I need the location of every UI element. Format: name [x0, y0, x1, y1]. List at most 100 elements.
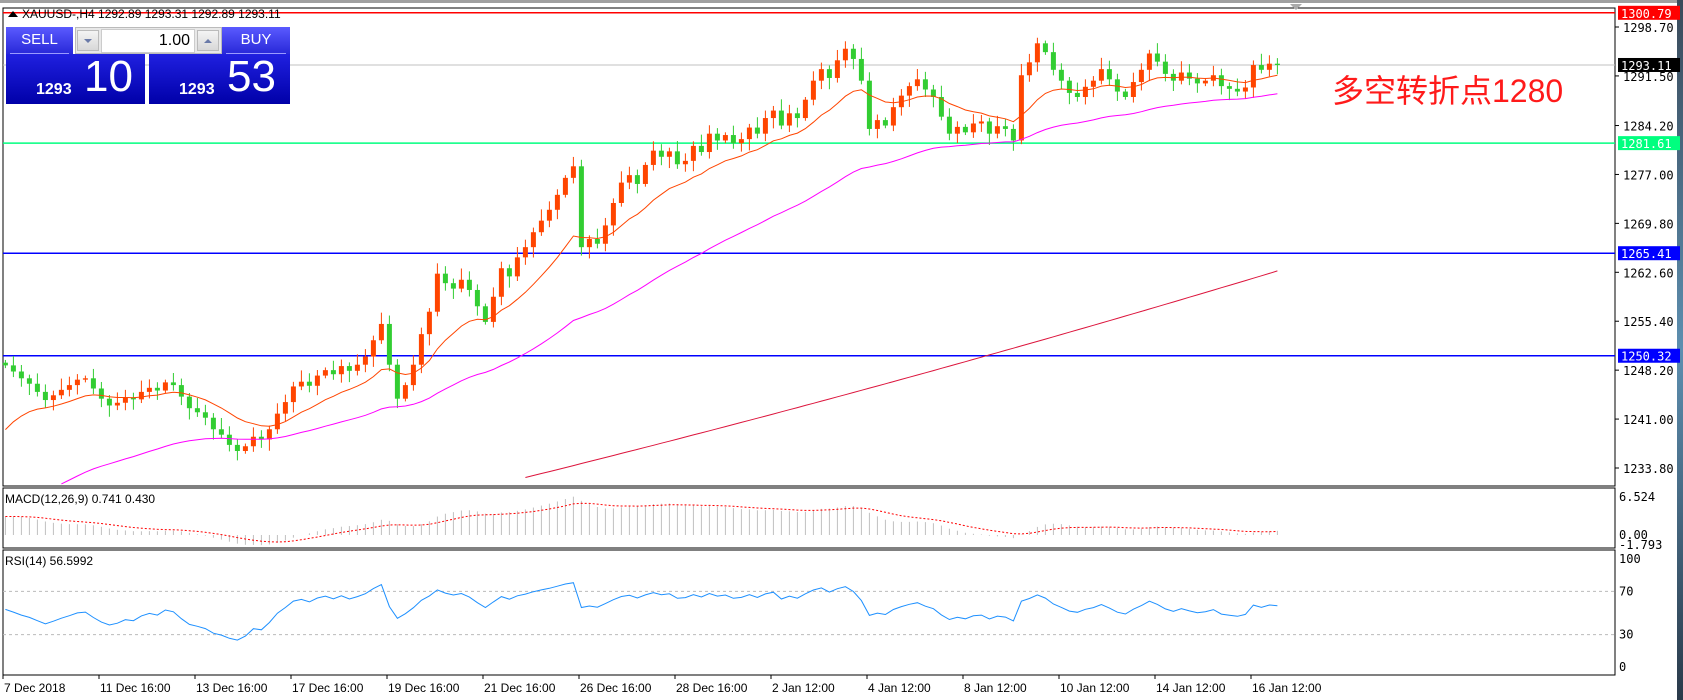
- price-label-box: [1618, 246, 1680, 261]
- rsi-tick-label: 30: [1619, 628, 1633, 642]
- candle-bull: [522, 247, 528, 258]
- macd-tick-label: -1.793: [1619, 538, 1662, 552]
- lot-decrease-button[interactable]: [77, 30, 99, 51]
- candle-bull: [250, 436, 256, 447]
- candle-bear: [1234, 88, 1240, 92]
- candle-bear: [1114, 79, 1120, 92]
- time-label: 17 Dec 16:00: [292, 681, 364, 695]
- candle-bear: [26, 378, 32, 384]
- ma-slow-line: [525, 270, 1278, 478]
- sell-button[interactable]: SELL: [6, 27, 73, 54]
- candle-bull: [570, 166, 576, 178]
- candle-bull: [410, 364, 416, 386]
- candle-bull: [818, 69, 824, 81]
- price-tick-label: 1255.40: [1623, 315, 1674, 329]
- candle-bull: [706, 133, 712, 153]
- buy-price-box[interactable]: 1293 53: [149, 52, 290, 104]
- candle-bear: [1274, 63, 1280, 65]
- candle-bull: [314, 375, 320, 386]
- candle-bear: [1154, 53, 1160, 62]
- candle-bear: [346, 366, 352, 371]
- candle-bear: [34, 383, 40, 392]
- candle-bull: [362, 356, 368, 365]
- ma-mid-line: [61, 93, 1278, 485]
- candle-bull: [1018, 75, 1024, 141]
- buy-price-main: 53: [227, 52, 276, 101]
- candle-bull: [242, 446, 248, 452]
- candle-bear: [714, 133, 720, 141]
- candle-bull: [906, 86, 912, 96]
- candle-bull: [1202, 80, 1208, 84]
- candle-bear: [482, 306, 488, 322]
- candle-bull: [834, 60, 840, 78]
- candle-bear: [218, 429, 224, 435]
- candle-bull: [274, 413, 280, 430]
- candle-bull: [426, 311, 432, 335]
- candle-bull: [1242, 87, 1248, 92]
- candle-bull: [890, 107, 896, 126]
- candle-bull: [610, 202, 616, 226]
- candle-bear: [226, 434, 232, 445]
- candle-bear: [450, 283, 456, 289]
- time-label: 4 Jan 12:00: [868, 681, 931, 695]
- buy-button[interactable]: BUY: [222, 27, 290, 54]
- rsi-panel-border: [2, 549, 1616, 676]
- candle-bull: [354, 364, 360, 371]
- chart-title: XAUUSD-,H4 1292.89 1293.31 1292.89 1293.…: [8, 7, 281, 21]
- candle-bull: [554, 194, 560, 210]
- candle-bull: [618, 182, 624, 203]
- candle-bear: [778, 110, 784, 126]
- candle-bull: [722, 135, 728, 141]
- candle-bull: [586, 239, 592, 248]
- candle-bull: [762, 118, 768, 134]
- candle-bull: [690, 145, 696, 161]
- ma-fast-line: [5, 74, 1278, 430]
- price-tick-label: 1241.00: [1623, 413, 1674, 427]
- sell-price-box[interactable]: 1293 10: [6, 52, 145, 104]
- candle-bull: [914, 79, 920, 87]
- candle-bear: [466, 279, 472, 290]
- candle-bull: [370, 340, 376, 357]
- candle-bear: [1074, 92, 1080, 97]
- candle-bear: [330, 370, 336, 375]
- candle-bull: [970, 123, 976, 133]
- candle-bear: [1194, 78, 1200, 84]
- lot-stepper[interactable]: [75, 27, 222, 54]
- candle-bear: [1042, 43, 1048, 53]
- lot-input[interactable]: [101, 29, 195, 53]
- candle-bear: [2, 362, 8, 366]
- collapse-triangle-icon[interactable]: [8, 11, 18, 17]
- candle-bear: [306, 381, 312, 386]
- candle-bull: [82, 378, 88, 380]
- candle-bull: [1098, 69, 1104, 81]
- candle-bear: [18, 371, 24, 379]
- candle-bull: [810, 80, 816, 100]
- candle-bear: [234, 444, 240, 452]
- lot-increase-button[interactable]: [197, 30, 219, 51]
- macd-panel-border: [2, 487, 1616, 549]
- candle-bear: [1226, 86, 1232, 89]
- price-tick-label: 1233.80: [1623, 462, 1674, 476]
- rsi-tick-label: 70: [1619, 584, 1633, 598]
- candle-bull: [138, 391, 144, 400]
- candle-bull: [954, 126, 960, 134]
- candle-bull: [738, 139, 744, 144]
- rsi-tick-label: 100: [1619, 552, 1641, 566]
- candle-bear: [578, 166, 584, 248]
- price-tick-label: 1284.20: [1623, 120, 1674, 134]
- candle-bull: [802, 99, 808, 119]
- candle-bull: [378, 323, 384, 341]
- candle-bull: [498, 268, 504, 297]
- candle-bull: [538, 220, 544, 233]
- candle-bull: [146, 387, 152, 392]
- candle-bear: [442, 273, 448, 284]
- candle-bear: [698, 145, 704, 153]
- candle-bull: [290, 386, 296, 403]
- macd-tick-label: 0.00: [1619, 528, 1648, 542]
- rsi-label: RSI(14) 56.5992: [5, 554, 94, 568]
- price-label-box: [1618, 57, 1680, 72]
- candle-bull: [66, 385, 72, 390]
- candle-bear: [1010, 128, 1016, 141]
- price-label-box: [1618, 136, 1680, 151]
